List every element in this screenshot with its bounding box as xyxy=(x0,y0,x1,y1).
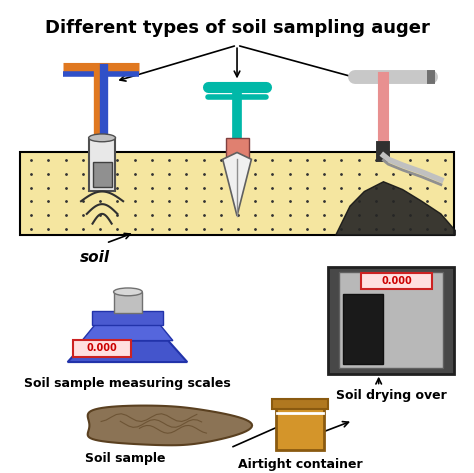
Text: Soil sample measuring scales: Soil sample measuring scales xyxy=(24,377,230,390)
FancyBboxPatch shape xyxy=(362,273,432,289)
Text: Soil sample: Soil sample xyxy=(85,452,165,465)
Polygon shape xyxy=(82,323,173,341)
Text: 0.000: 0.000 xyxy=(382,276,412,286)
Bar xyxy=(343,294,383,364)
Polygon shape xyxy=(223,152,251,216)
Bar xyxy=(339,272,443,368)
Bar xyxy=(89,138,116,192)
Text: Soil drying over: Soil drying over xyxy=(336,389,447,403)
FancyBboxPatch shape xyxy=(73,340,131,357)
Ellipse shape xyxy=(89,134,116,142)
Bar xyxy=(226,138,248,159)
Bar xyxy=(273,399,328,409)
Polygon shape xyxy=(336,182,455,236)
Ellipse shape xyxy=(114,288,142,296)
Text: 0.000: 0.000 xyxy=(87,343,118,353)
Bar xyxy=(20,152,454,236)
Polygon shape xyxy=(88,405,252,445)
Bar xyxy=(114,292,142,313)
Text: Airtight container: Airtight container xyxy=(238,457,363,471)
Bar xyxy=(92,162,112,186)
Text: soil: soil xyxy=(79,250,109,265)
Bar xyxy=(91,311,164,325)
Polygon shape xyxy=(68,341,187,362)
Text: Different types of soil sampling auger: Different types of soil sampling auger xyxy=(45,19,429,37)
Bar xyxy=(328,266,454,374)
Bar xyxy=(276,406,324,450)
